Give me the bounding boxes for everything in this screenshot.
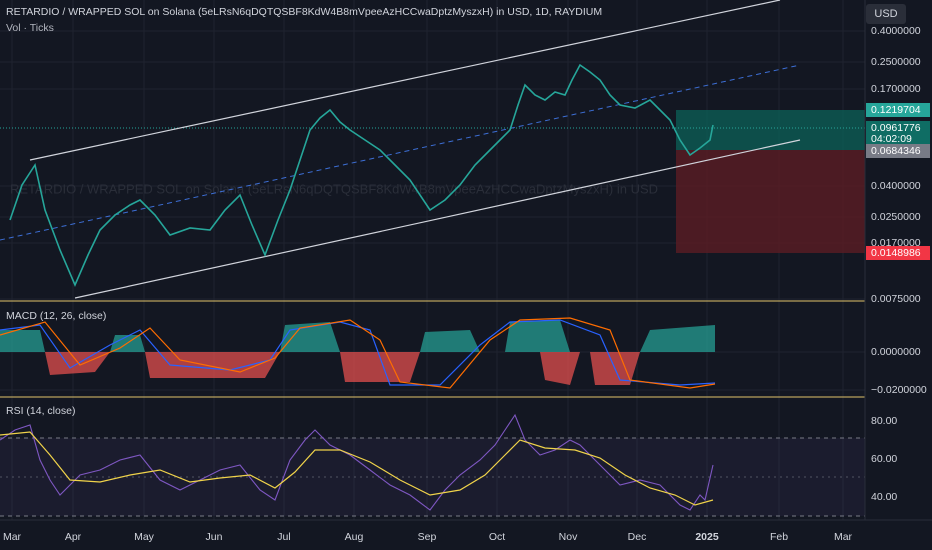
price-tag: 0.0684346 [871, 145, 921, 157]
macd-signal-line [0, 317, 716, 389]
time-label: Aug [345, 531, 364, 543]
time-label: May [134, 531, 155, 543]
time-label: Dec [628, 531, 647, 543]
price-tag: 0.1219704 [871, 104, 921, 116]
rsi-label: RSI (14, close) [6, 405, 75, 417]
macd-label: MACD (12, 26, close) [6, 310, 106, 322]
channel-upper [29, 0, 781, 161]
time-label: Apr [65, 531, 82, 543]
time-label: Jun [206, 531, 223, 543]
time-label: Feb [770, 531, 788, 543]
price-tag: 04:02:09 [871, 133, 912, 145]
macd-histogram-negative [45, 352, 640, 385]
price-tag-bg [866, 103, 930, 117]
currency-label[interactable]: USD [874, 8, 897, 20]
price-label: 0.4000000 [871, 25, 921, 37]
price-label: 0.0400000 [871, 180, 921, 192]
currency-button[interactable] [866, 4, 906, 24]
time-axis: Mar Apr May Jun Jul Aug Sep Oct Nov Dec 2025 Feb Mar [3, 531, 853, 543]
price-tag-bg [866, 246, 930, 260]
time-label: 2025 [695, 531, 719, 543]
rsi-axis-label: 40.00 [871, 491, 897, 503]
loss-zone [676, 150, 865, 253]
macd-line [0, 319, 716, 386]
price-tag: 0.0961776 [871, 122, 921, 134]
rsi-ma-line [0, 431, 714, 506]
price-tag-bg [866, 121, 930, 135]
rsi-axis-label: 60.00 [871, 453, 897, 465]
chart-subtitle: Vol · Ticks [6, 22, 54, 34]
price-tag-bg [866, 144, 930, 158]
rsi-line [0, 413, 714, 511]
macd-axis-label: 0.0000000 [871, 346, 921, 358]
time-label: Sep [418, 531, 437, 543]
price-label: 0.0075000 [871, 293, 921, 305]
price-tag: 0.0148986 [871, 247, 921, 259]
price-label: 0.1700000 [871, 83, 921, 95]
price-label: 0.0250000 [871, 211, 921, 223]
price-label: 0.0170000 [871, 237, 921, 249]
time-label: Oct [489, 531, 505, 543]
channel-lower [74, 139, 801, 299]
time-label: Jul [277, 531, 290, 543]
time-label: Mar [834, 531, 853, 543]
channel-mid [0, 64, 801, 241]
time-label: Mar [3, 531, 22, 543]
axis-labels: 0.4000000 0.2500000 0.1700000 0.0400000 0.02… [866, 25, 930, 503]
time-label: Nov [559, 531, 578, 543]
price-tag-bg [866, 132, 930, 146]
macd-histogram-positive [0, 320, 715, 352]
profit-zone [676, 110, 865, 150]
watermark: RETARDIO / WRAPPED SOL on Solana (5eLRsN… [10, 181, 658, 196]
chart-title: RETARDIO / WRAPPED SOL on Solana (5eLRsN… [6, 6, 602, 18]
price-label: 0.2500000 [871, 56, 921, 68]
price-line [9, 63, 714, 288]
macd-axis-label: −0.0200000 [871, 384, 927, 396]
rsi-axis-label: 80.00 [871, 415, 897, 427]
